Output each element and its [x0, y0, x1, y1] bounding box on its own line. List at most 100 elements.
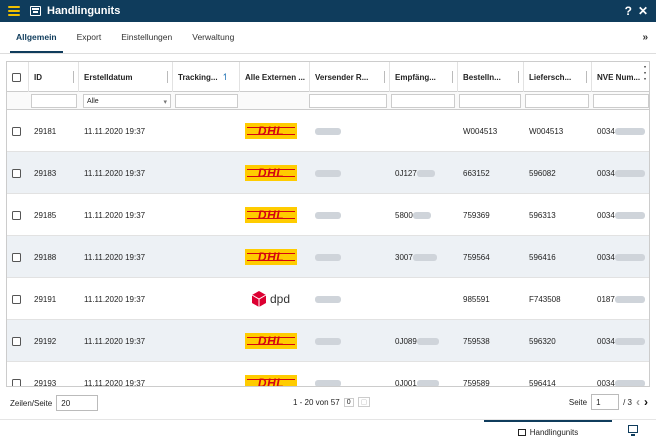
row-checkbox[interactable]: [12, 252, 21, 262]
table-row[interactable]: 29183 11.11.2020 19:37 DHL 0J127 663152 …: [7, 152, 649, 194]
filter-row: Alle ▾: [7, 92, 649, 110]
menu-icon[interactable]: [8, 6, 20, 16]
cell-bestellnummer: 985591: [463, 294, 490, 304]
column-header-tracking[interactable]: Tracking... ↿: [173, 62, 240, 92]
title-bar: Handlingunits ? ✕: [0, 0, 656, 22]
monitor-icon[interactable]: [628, 425, 638, 436]
column-header-id[interactable]: ID: [29, 62, 79, 92]
cell-bestellnummer: 663152: [463, 168, 490, 178]
tab-einstellungen[interactable]: Einstellungen: [121, 32, 173, 42]
cell-nve: 0034: [592, 194, 649, 236]
dhl-logo: DHL: [245, 333, 297, 349]
row-checkbox[interactable]: [12, 294, 21, 304]
filter-tracking[interactable]: [175, 94, 238, 108]
cell-bestellnummer: 759564: [463, 252, 490, 262]
task-bar: Handlingunits: [0, 419, 656, 441]
tab-export[interactable]: Export: [76, 32, 102, 42]
table-row[interactable]: 29192 11.11.2020 19:37 DHL 0J089 759538 …: [7, 320, 649, 362]
filter-empfaenger[interactable]: [391, 94, 455, 108]
cell-lieferschein: 596313: [529, 210, 556, 220]
cell-bestellnummer: W004513: [463, 126, 498, 136]
tab-verwaltung[interactable]: Verwaltung: [192, 32, 235, 42]
filter-nve[interactable]: [593, 94, 649, 108]
select-all-checkbox[interactable]: [12, 72, 21, 82]
cell-lieferschein: 596082: [529, 168, 556, 178]
column-menu-icon[interactable]: · · ·: [643, 62, 647, 85]
carrier-cell: DHL: [240, 362, 310, 386]
column-header-versender[interactable]: Versender R...: [310, 62, 390, 92]
row-checkbox[interactable]: [12, 378, 21, 386]
cell-versender: [310, 110, 390, 152]
cell-lieferschein: 596414: [529, 378, 556, 387]
cell-date: 11.11.2020 19:37: [84, 210, 146, 220]
column-header-erstelldatum[interactable]: Erstelldatum: [79, 62, 173, 92]
cell-empfaenger: 0J127: [390, 152, 458, 194]
cell-id: 29193: [34, 378, 57, 387]
range-text: 1 - 20 von 57: [293, 397, 340, 407]
handlingunits-grid: ID Erstelldatum Tracking... ↿ Alle Extern…: [6, 61, 650, 387]
column-header-externe[interactable]: Alle Externen ...: [240, 62, 310, 92]
cell-versender: [310, 194, 390, 236]
dpd-cube-icon: [251, 291, 267, 307]
cell-empfaenger: 5800: [390, 194, 458, 236]
window-icon: [517, 428, 526, 436]
help-icon[interactable]: ?: [624, 4, 632, 18]
cell-bestellnummer: 759369: [463, 210, 490, 220]
table-row[interactable]: 29181 11.11.2020 19:37 DHL W004513 W0045…: [7, 110, 649, 152]
cell-versender: [310, 152, 390, 194]
cell-id: 29185: [34, 210, 57, 220]
cell-nve: 0034: [592, 236, 649, 278]
row-checkbox[interactable]: [12, 210, 21, 220]
cell-date: 11.11.2020 19:37: [84, 336, 146, 346]
filter-bestellnummer[interactable]: [459, 94, 521, 108]
column-header-bestellnummer[interactable]: Bestelln...: [458, 62, 524, 92]
table-row[interactable]: 29191 11.11.2020 19:37 dpd 985591 F74350…: [7, 278, 649, 320]
chevron-right-icon[interactable]: ›: [644, 395, 648, 409]
grid-header: ID Erstelldatum Tracking... ↿ Alle Extern…: [7, 62, 649, 92]
cell-lieferschein: 596416: [529, 252, 556, 262]
pagination-bar: Zeilen/Seite 20 1 - 20 von 57 0 ▢ Seite …: [0, 391, 656, 415]
cell-versender: [310, 236, 390, 278]
double-chevron-down-icon[interactable]: »: [642, 32, 648, 43]
table-row[interactable]: 29188 11.11.2020 19:37 DHL 3007 759564 5…: [7, 236, 649, 278]
window-icon: [30, 6, 41, 16]
row-checkbox[interactable]: [12, 126, 21, 136]
column-header-nve[interactable]: NVE Num...: [597, 72, 641, 82]
cell-lieferschein: F743508: [529, 294, 561, 304]
table-row[interactable]: 29185 11.11.2020 19:37 DHL 5800 759369 5…: [7, 194, 649, 236]
cell-versender: [310, 362, 390, 386]
cell-versender: [310, 278, 390, 320]
dhl-logo: DHL: [245, 123, 297, 139]
carrier-cell: DHL: [240, 110, 310, 152]
carrier-cell: DHL: [240, 320, 310, 362]
chevron-left-icon[interactable]: ‹: [636, 395, 640, 409]
column-header-lieferschein[interactable]: Liefersch...: [524, 62, 592, 92]
page-number-input[interactable]: 1: [591, 394, 620, 410]
table-row[interactable]: 29193 11.11.2020 19:37 DHL 0J001 759589 …: [7, 362, 649, 387]
filter-id[interactable]: [31, 94, 77, 108]
row-checkbox[interactable]: [12, 168, 21, 178]
row-checkbox[interactable]: [12, 336, 21, 346]
filter-lieferschein[interactable]: [525, 94, 589, 108]
column-header-empfaenger[interactable]: Empfäng...: [390, 62, 458, 92]
page-total: / 3: [623, 397, 632, 407]
cell-date: 11.11.2020 19:37: [84, 168, 146, 178]
carrier-cell: DHL: [240, 236, 310, 278]
cell-nve: 0034: [592, 110, 649, 152]
tab-bar: Allgemein Export Einstellungen Verwaltun…: [0, 22, 656, 54]
tab-allgemein[interactable]: Allgemein: [6, 21, 67, 53]
carrier-cell: DHL: [240, 152, 310, 194]
sort-icon[interactable]: ↿: [221, 71, 230, 82]
rows-per-page-input[interactable]: 20: [56, 395, 99, 411]
cell-nve: 0034: [592, 152, 649, 194]
page-label: Seite: [568, 397, 588, 407]
cell-id: 29181: [34, 126, 57, 136]
filter-versender[interactable]: [309, 94, 387, 108]
cell-date: 11.11.2020 19:37: [84, 126, 146, 136]
close-icon[interactable]: ✕: [637, 4, 648, 18]
clear-selection-icon[interactable]: ▢: [357, 397, 371, 407]
cell-empfaenger: [390, 278, 458, 320]
filter-erstelldatum[interactable]: Alle ▾: [83, 94, 171, 108]
record-range: 1 - 20 von 57 0 ▢: [293, 397, 371, 407]
taskbar-item-handlingunits[interactable]: Handlingunits: [484, 420, 612, 441]
